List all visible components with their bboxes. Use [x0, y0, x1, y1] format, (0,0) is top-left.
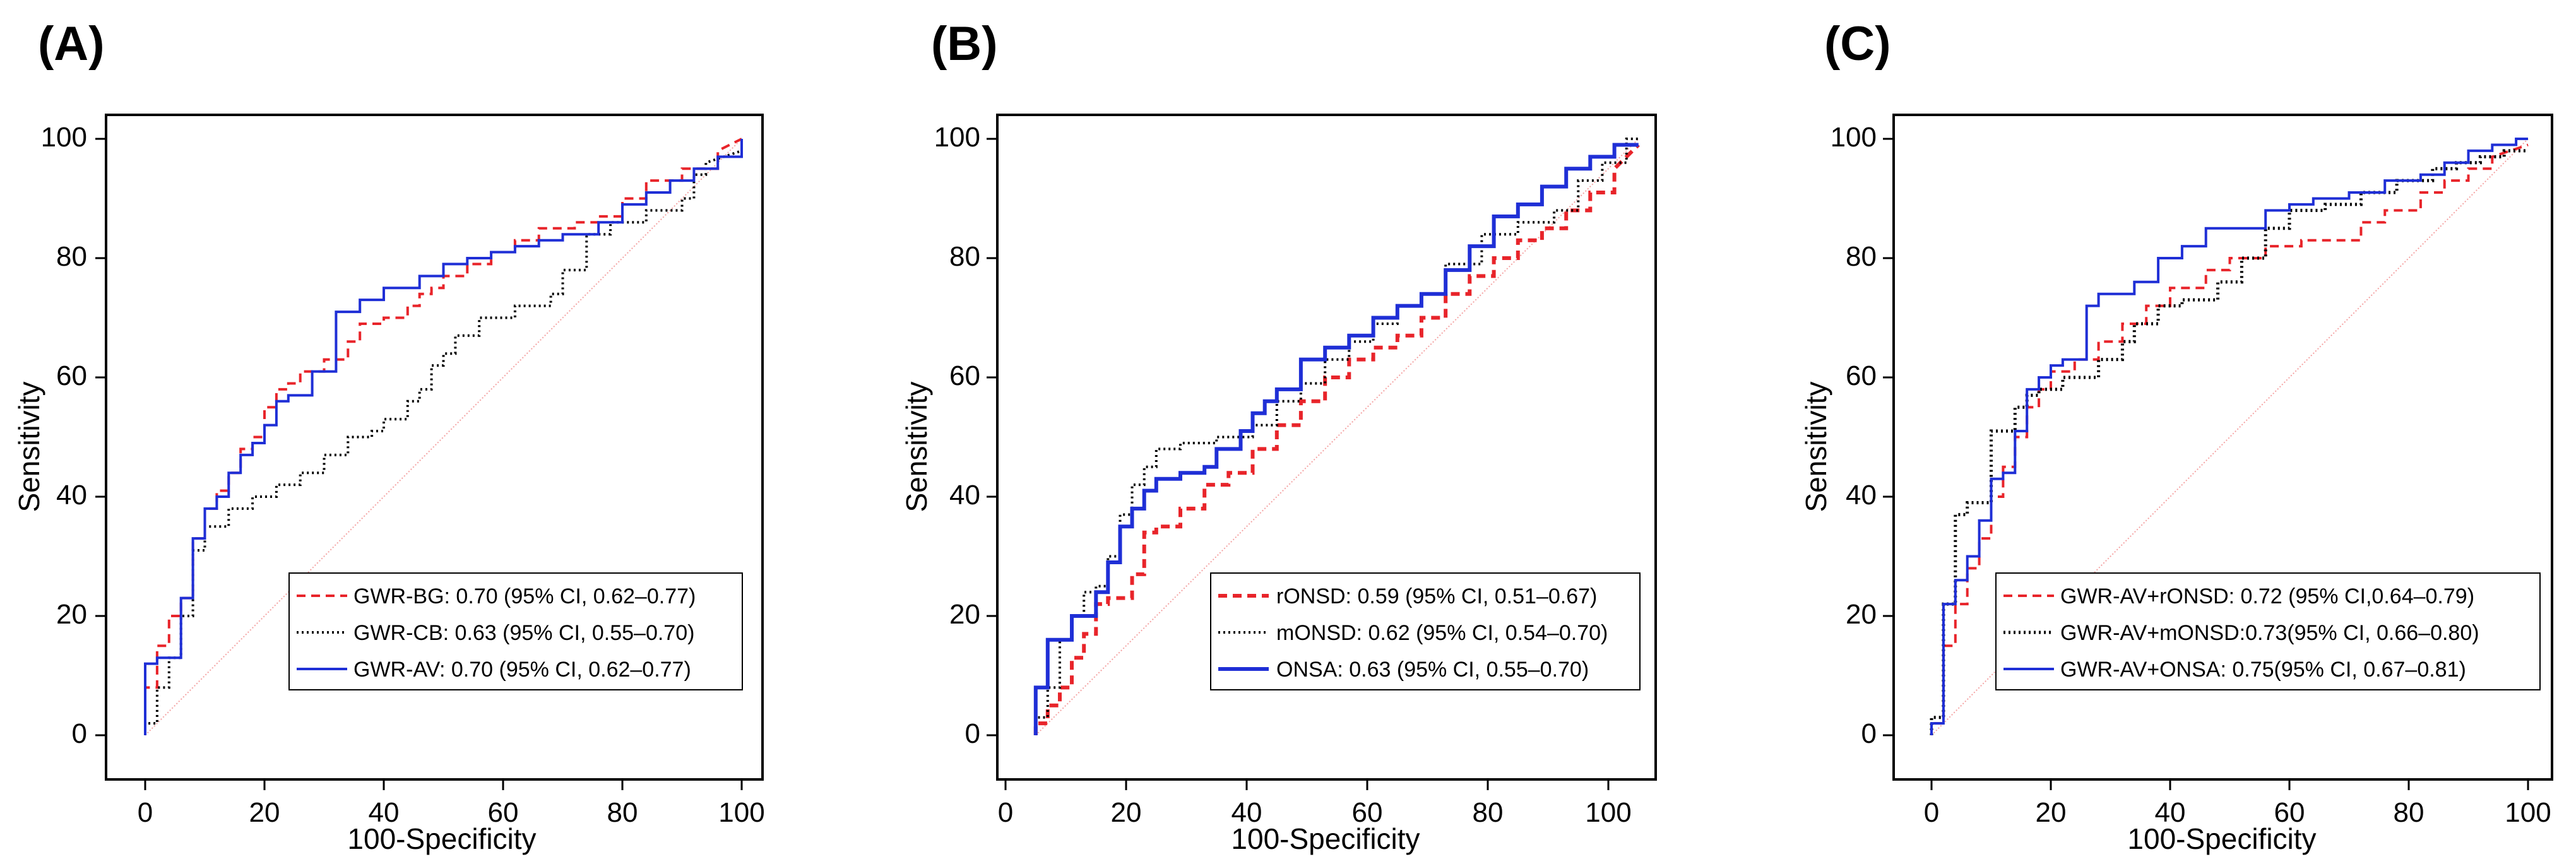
panel-c-y-tick-label-1: 20 [1846, 599, 1877, 630]
panel-b-reference-line [1035, 138, 1639, 736]
panel-b-x-tick-label-3: 60 [1352, 797, 1383, 828]
panel-c-plot-frame [1892, 114, 2553, 781]
panel-c-y-tick-label-4: 80 [1846, 241, 1877, 272]
panel-c-x-tick-label-3: 60 [2274, 797, 2305, 828]
panel-b-legend-label-ronsd: rONSD: 0.59 (95% CI, 0.51–0.67) [1276, 584, 1597, 608]
panel-a-x-tick-label-1: 20 [249, 797, 280, 828]
panel-b-roc-curve-monsd [1034, 138, 1639, 735]
panel-a-y-tick-label-2: 40 [56, 480, 87, 511]
panel-b-legend-label-monsd: mONSD: 0.62 (95% CI, 0.54–0.70) [1276, 621, 1608, 645]
panel-b-x-tick-label-5: 100 [1585, 797, 1631, 828]
panel-c-y-tick-label-5: 100 [1831, 122, 1877, 153]
panel-a-series [144, 138, 743, 735]
panel-a-y-tick-label-5: 100 [41, 122, 87, 153]
panel-a-legend-label-gwr-bg: GWR-BG: 0.70 (95% CI, 0.62–0.77) [353, 584, 696, 608]
panel-b-legend: rONSD: 0.59 (95% CI, 0.51–0.67) mONSD: 0… [1210, 572, 1641, 690]
panel-a-roc-curve-gwr-cb [144, 150, 742, 735]
panel-c-roc-curve-gwr-av-onsa [1930, 138, 2528, 735]
panel-a-y-tick-label-3: 60 [56, 360, 87, 391]
panel-b-y-tick-label-5: 100 [934, 122, 980, 153]
panel-c-legend-label-gwr-av-onsa: GWR-AV+ONSA: 0.75(95% CI, 0.67–0.81) [2060, 658, 2466, 682]
panel-c-legend-label-gwr-av-ronsd: GWR-AV+rONSD: 0.72 (95% CI,0.64–0.79) [2060, 584, 2474, 608]
panel-a-x-tick-label-0: 0 [138, 797, 153, 828]
panel-a-plot-frame [105, 114, 764, 781]
panel-c-legend-label-gwr-av-monsd: GWR-AV+mONSD:0.73(95% CI, 0.66–0.80) [2060, 621, 2479, 645]
panel-b-series [1033, 138, 1640, 735]
panel-a-y-tick-label-1: 20 [56, 599, 87, 630]
panel-a-y-tick-label-4: 80 [56, 241, 87, 272]
panel-b-diagonal-line [1035, 138, 1639, 736]
panel-c-x-tick-label-1: 20 [2036, 797, 2067, 828]
panel-b-x-axis-label: 100-Specificity [1231, 822, 1420, 855]
panel-b-plot-frame [996, 114, 1657, 781]
panel-b-legend-box [1210, 572, 1641, 690]
panel-c-x-tick-label-4: 80 [2394, 797, 2425, 828]
panel-a-ticks [95, 138, 743, 790]
panel-c-x-tick-label-5: 100 [2505, 797, 2551, 828]
panel-c-x-tick-label-0: 0 [1924, 797, 1939, 828]
panel-a-label: (A) [38, 17, 105, 71]
panel-b-roc-curve-onsa [1033, 143, 1639, 735]
panel-c-y-tick-label-3: 60 [1846, 360, 1877, 391]
panel-a-x-tick-label-3: 60 [488, 797, 519, 828]
panel-b-y-tick-label-1: 20 [949, 599, 980, 630]
panel-b-x-tick-label-0: 0 [998, 797, 1013, 828]
panel-c-y-tick-label-0: 0 [1861, 718, 1877, 749]
panel-b-x-tick-label-1: 20 [1111, 797, 1142, 828]
panel-b-y-tick-label-2: 40 [949, 480, 980, 511]
panel-c-x-axis-label: 100-Specificity [2127, 822, 2316, 855]
panel-a-x-tick-label-2: 40 [369, 797, 400, 828]
panel-c-series [1930, 138, 2529, 735]
panel-a-legend: GWR-BG: 0.70 (95% CI, 0.62–0.77) GWR-CB:… [288, 572, 743, 690]
panel-b-y-tick-label-0: 0 [965, 718, 980, 749]
panel-c: (C) 0 20 40 60 80 100 0 20 40 60 80 100 … [1800, 17, 2553, 855]
panel-a-roc-curve-gwr-av [144, 139, 743, 735]
panel-b: (B) 0 20 40 60 80 100 0 20 40 60 80 100 … [900, 17, 1657, 855]
panel-c-x-tick-label-2: 40 [2155, 797, 2186, 828]
panel-c-legend-box [1995, 572, 2541, 690]
panel-b-y-tick-label-4: 80 [949, 241, 980, 272]
panel-c-y-axis-label: Sensitivity [1800, 381, 1832, 512]
panel-b-ticks [987, 138, 1610, 790]
panel-c-label: (C) [1824, 17, 1891, 71]
panel-c-ticks [1883, 138, 2529, 790]
panel-b-y-axis-label: Sensitivity [900, 381, 933, 512]
panel-c-legend: GWR-AV+rONSD: 0.72 (95% CI,0.64–0.79) GW… [1995, 572, 2541, 690]
panel-a-y-axis-label: Sensitivity [13, 381, 45, 512]
panel-a-x-tick-label-5: 100 [718, 797, 764, 828]
panel-b-legend-label-onsa: ONSA: 0.63 (95% CI, 0.55–0.70) [1276, 658, 1589, 682]
panel-b-x-tick-label-2: 40 [1232, 797, 1262, 828]
panel-b-roc-curve-ronsd [1033, 143, 1640, 735]
panel-a-legend-box [288, 572, 743, 690]
panel-b-x-tick-label-4: 80 [1473, 797, 1504, 828]
panel-a-legend-label-gwr-cb: GWR-CB: 0.63 (95% CI, 0.55–0.70) [353, 621, 694, 645]
panel-a-x-tick-label-4: 80 [607, 797, 638, 828]
panel-a-y-tick-label-0: 0 [72, 718, 87, 749]
panel-a-legend-label-gwr-av: GWR-AV: 0.70 (95% CI, 0.62–0.77) [353, 658, 691, 682]
panel-b-y-tick-label-3: 60 [949, 360, 980, 391]
panel-c-y-tick-label-2: 40 [1846, 480, 1877, 511]
panel-a: (A) 0 20 40 60 80 100 0 20 40 60 80 100 … [13, 17, 765, 855]
panel-b-label: (B) [931, 17, 998, 71]
panel-a-x-axis-label: 100-Specificity [347, 822, 536, 855]
